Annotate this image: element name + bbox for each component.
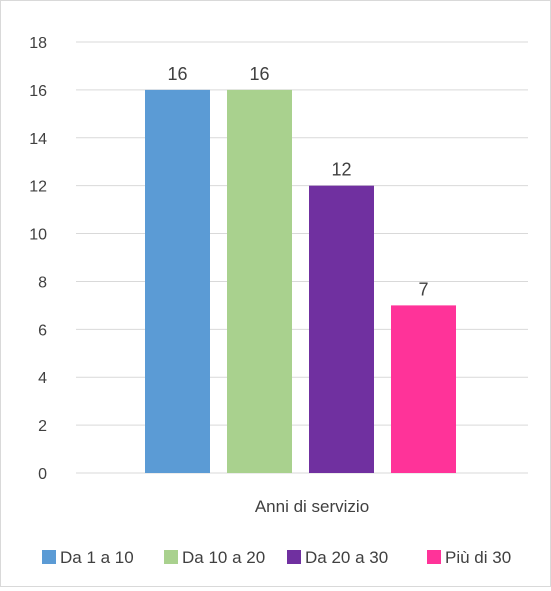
gridlines [76, 41, 528, 474]
y-tick-label-18: 18 [29, 35, 47, 52]
legend-label-2: Da 10 a 20 [182, 548, 265, 567]
x-axis-title: Anni di servizio [255, 497, 369, 516]
data-label-3: 12 [331, 160, 351, 180]
legend-swatch-3 [287, 550, 301, 564]
legend-label-1: Da 1 a 10 [60, 548, 134, 567]
bar-pi-di-30 [391, 305, 456, 473]
y-tick-label-14: 14 [29, 131, 47, 148]
y-tick-label-0: 0 [38, 466, 47, 483]
y-tick-label-12: 12 [29, 179, 47, 196]
data-label-2: 16 [249, 64, 269, 84]
bar-da-10-a-20 [227, 89, 292, 473]
bar-da-20-a-30 [309, 185, 374, 473]
bar-da-1-a-10 [145, 89, 210, 473]
data-label-1: 16 [167, 64, 187, 84]
y-tick-label-10: 10 [29, 227, 47, 244]
data-label-4: 7 [418, 279, 428, 299]
legend-swatch-2 [164, 550, 178, 564]
y-tick-label-4: 4 [38, 370, 47, 387]
bars [145, 89, 456, 473]
legend-label-4: Più di 30 [445, 548, 511, 567]
y-tick-label-8: 8 [38, 274, 47, 291]
legend-swatch-1 [42, 550, 56, 564]
y-tick-label-2: 2 [38, 418, 47, 435]
legend-swatch-4 [427, 550, 441, 564]
y-axis-tick-labels: 0 2 4 6 8 10 12 14 16 18 [29, 35, 47, 483]
legend-label-3: Da 20 a 30 [305, 548, 388, 567]
y-tick-label-16: 16 [29, 83, 47, 100]
data-labels: 16 16 12 7 [167, 64, 428, 300]
legend: Da 1 a 10 Da 10 a 20 Da 20 a 30 Più di 30 [42, 548, 511, 567]
y-tick-label-6: 6 [38, 322, 47, 339]
